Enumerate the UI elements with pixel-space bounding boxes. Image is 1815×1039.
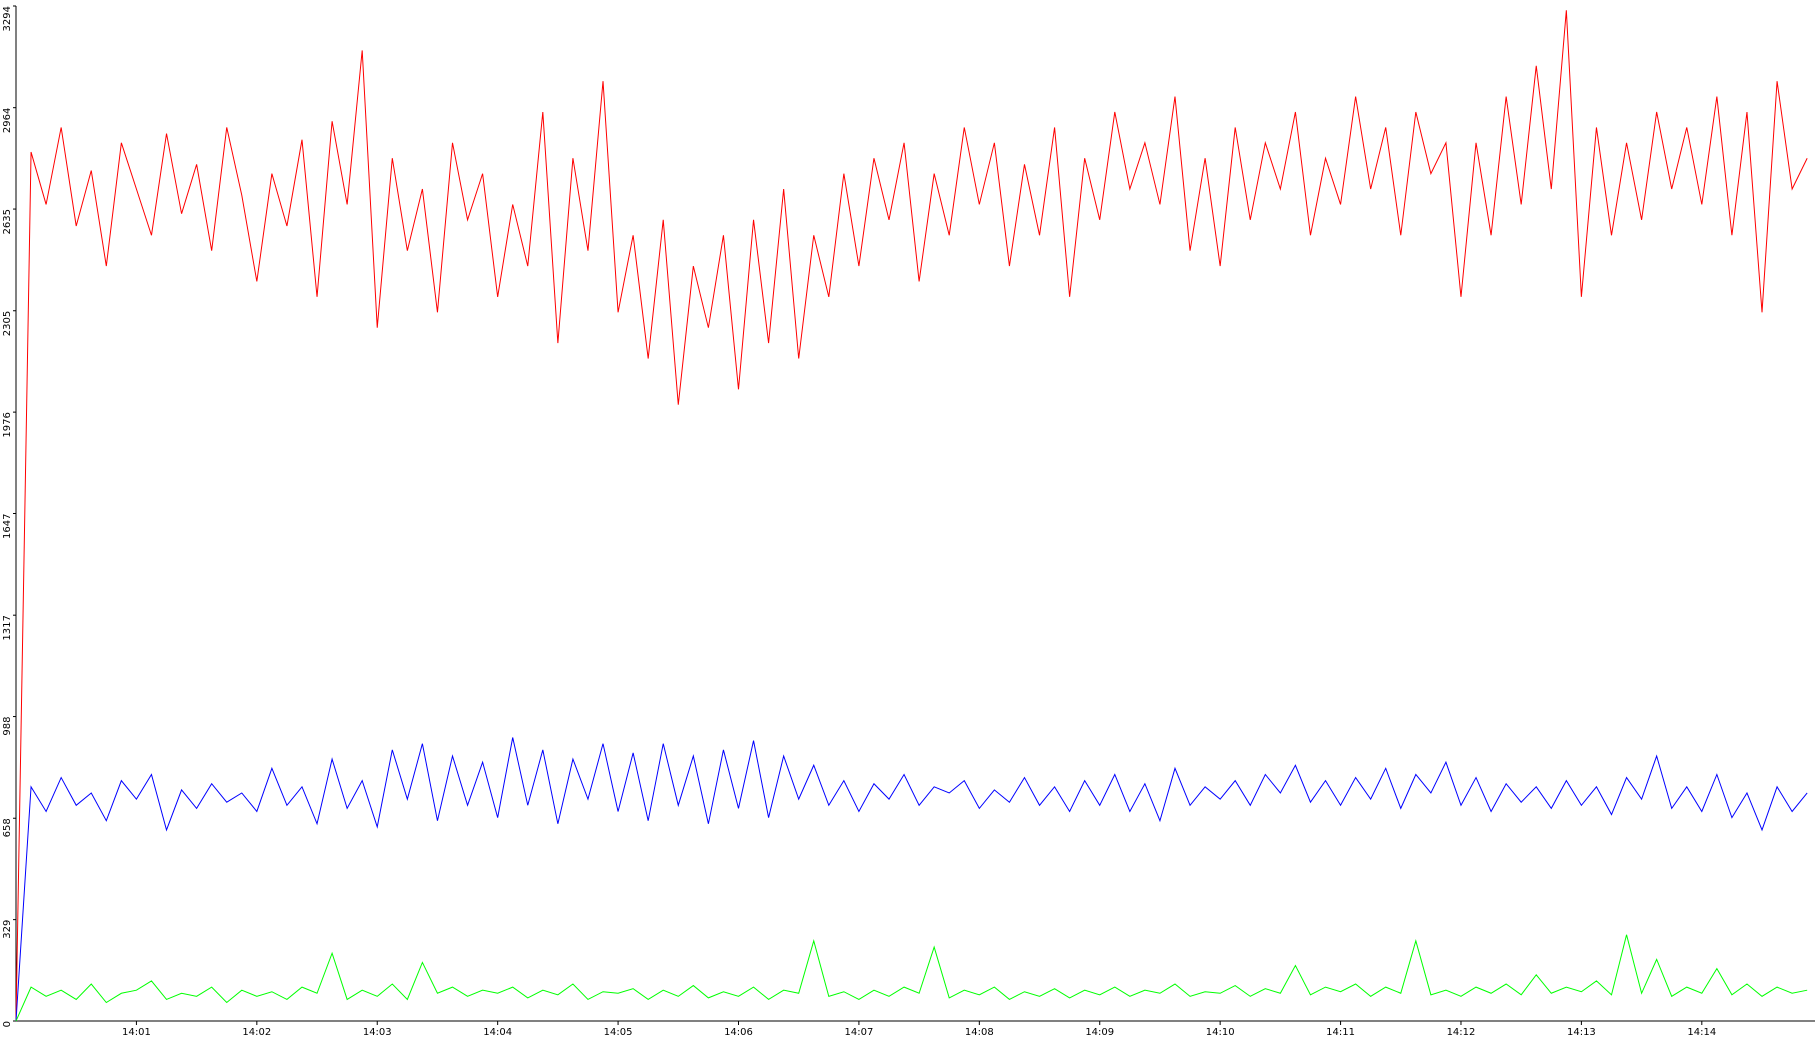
x-tick-label: 14:10 — [1206, 1027, 1235, 1038]
y-tick-label: 2964 — [2, 108, 13, 133]
y-tick-label: 658 — [2, 818, 13, 837]
x-tick-label: 14:08 — [965, 1027, 994, 1038]
x-tick-label: 14:11 — [1326, 1027, 1355, 1038]
x-tick-label: 14:04 — [483, 1027, 512, 1038]
x-tick-label: 14:13 — [1567, 1027, 1596, 1038]
x-tick-label: 14:06 — [724, 1027, 753, 1038]
x-tick-label: 14:12 — [1447, 1027, 1476, 1038]
x-tick-label: 14:01 — [122, 1027, 151, 1038]
y-tick-label: 3294 — [2, 6, 13, 31]
series-line — [15, 934, 1808, 1022]
series-line — [15, 737, 1808, 1022]
x-tick-label: 14:14 — [1687, 1027, 1716, 1038]
y-tick-label: 0 — [2, 1021, 13, 1027]
series-line — [15, 10, 1808, 1022]
x-tick-label: 14:02 — [242, 1027, 271, 1038]
x-tick-label: 14:07 — [844, 1027, 873, 1038]
y-tick-label: 988 — [2, 717, 13, 736]
y-tick-label: 2635 — [2, 209, 13, 234]
x-tick-label: 14:09 — [1085, 1027, 1114, 1038]
y-tick-label: 329 — [2, 920, 13, 939]
y-tick-label: 2305 — [2, 311, 13, 336]
y-tick-label: 1317 — [2, 615, 13, 640]
x-tick-label: 14:05 — [604, 1027, 633, 1038]
x-tick-label: 14:03 — [363, 1027, 392, 1038]
y-tick-label: 1647 — [2, 514, 13, 539]
y-tick-label: 1976 — [2, 412, 13, 437]
